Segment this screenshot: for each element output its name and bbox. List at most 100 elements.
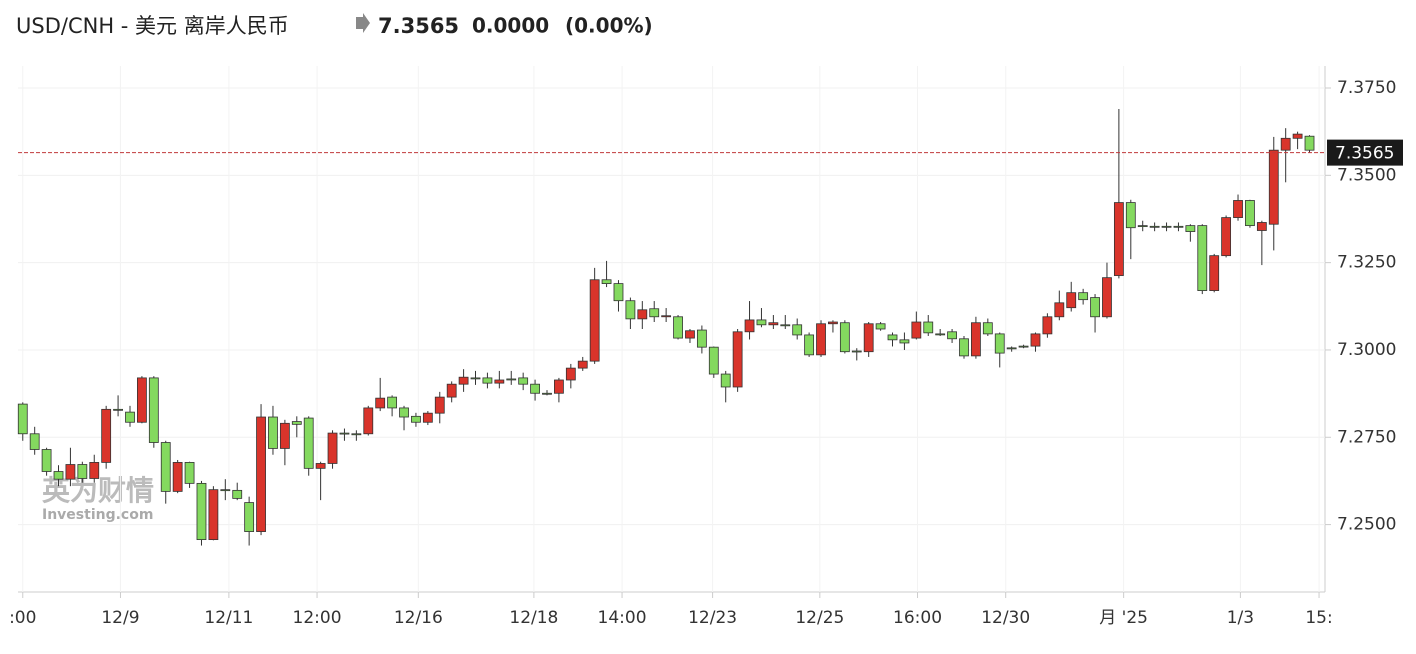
candle-body [518, 377, 529, 385]
candle-body [422, 412, 433, 423]
title: USD/CNH - 美元 离岸人民币 [16, 14, 289, 38]
candle-body [851, 350, 862, 353]
candle-body [696, 329, 707, 348]
x-tick-label: 12/30 [981, 608, 1030, 628]
x-tick-label: 月 '25 [1099, 608, 1148, 628]
x-tick-label: 12/9 [101, 608, 139, 628]
candle-body [1066, 292, 1077, 309]
candle-body [685, 330, 695, 339]
candle-body [673, 316, 683, 339]
price: 7.3565 [378, 14, 459, 38]
last-price-box [1327, 139, 1403, 166]
candle-body [458, 376, 469, 385]
candle-body [804, 334, 815, 356]
candle-body [1256, 222, 1267, 231]
candle-body [661, 315, 672, 318]
candle-body [220, 489, 231, 492]
candle-body [1209, 255, 1220, 291]
candle-body [399, 407, 409, 418]
y-tick-label: 7.3000 [1337, 340, 1396, 360]
candle-body [137, 377, 147, 423]
candle-body [1125, 202, 1136, 229]
candle-body [1161, 225, 1172, 228]
candle-body [542, 392, 552, 395]
candle-body [732, 331, 743, 388]
candle-body [744, 319, 755, 333]
candle-body [256, 416, 266, 532]
x-tick-label: 14:00 [598, 608, 647, 628]
candle-body [506, 378, 517, 381]
candle-body [768, 322, 779, 326]
candle-body [923, 321, 934, 334]
candle-body [1149, 225, 1160, 228]
candle-body [196, 482, 207, 541]
x-tick-label: 12/11 [204, 608, 253, 628]
candle-body [947, 331, 957, 340]
candle-body [291, 421, 302, 425]
candle-body [351, 433, 362, 436]
candle-body [828, 321, 838, 325]
candle-body [982, 322, 993, 335]
candle-body [29, 433, 40, 450]
candle-body [77, 464, 88, 479]
candle-body [1268, 149, 1279, 225]
candle-body [935, 333, 946, 336]
candle-body [1292, 133, 1303, 139]
candle-body [601, 279, 612, 284]
candle-body [208, 489, 219, 541]
candle-body [1185, 225, 1196, 232]
candle-body [17, 403, 28, 435]
candle-body [279, 422, 290, 449]
candle-body [387, 396, 398, 409]
candle-body [339, 432, 350, 435]
arrow-icon [356, 13, 370, 33]
candle-body [65, 464, 76, 480]
candle-body [101, 408, 112, 463]
candle-body [327, 432, 338, 464]
candle-body [1102, 277, 1112, 318]
change: 0.0000 [472, 14, 549, 38]
candle-body [816, 323, 826, 356]
x-tick-label: 16:00 [893, 608, 942, 628]
x-tick-label: 12:00 [293, 608, 342, 628]
candle-body [363, 407, 374, 435]
candle-body [994, 333, 1005, 354]
candle-body [482, 377, 493, 384]
candle-body [184, 462, 195, 484]
candle-body [470, 377, 481, 380]
candle-body [756, 319, 767, 326]
y-tick-label: 7.3750 [1337, 78, 1396, 98]
candle-body [565, 367, 576, 381]
candle-body [875, 323, 886, 330]
candle-body [613, 283, 624, 302]
candle-body [1245, 200, 1255, 227]
candle-body [899, 339, 910, 344]
last-price-label: 7.3565 [1335, 144, 1394, 164]
candle-body [792, 324, 803, 336]
candle-body [720, 373, 731, 388]
candle-body [1113, 202, 1124, 276]
candle-body [959, 338, 969, 357]
candle-body [1304, 135, 1315, 151]
candle-body [446, 383, 457, 398]
candle-body [1221, 217, 1232, 257]
candle-body [780, 324, 791, 327]
x-tick-label: 12/16 [394, 608, 443, 628]
candle-body [41, 449, 52, 472]
candle-body [1030, 333, 1041, 347]
candle-body [434, 396, 445, 414]
candle-body [649, 308, 660, 318]
candle-body [1197, 225, 1208, 291]
watermark-site: Investing.com [42, 507, 153, 523]
candle-body [589, 279, 600, 362]
candle-body [1233, 200, 1243, 218]
candle-body [625, 300, 636, 320]
candle-body [494, 379, 505, 384]
candle-body [160, 442, 171, 492]
x-tick-label: 1/3 [1227, 608, 1254, 628]
candle-body [148, 377, 159, 443]
candle-body [863, 323, 874, 353]
x-tick-label: 15: [1305, 608, 1332, 628]
candle-body [232, 489, 243, 499]
candle-body [244, 502, 255, 532]
